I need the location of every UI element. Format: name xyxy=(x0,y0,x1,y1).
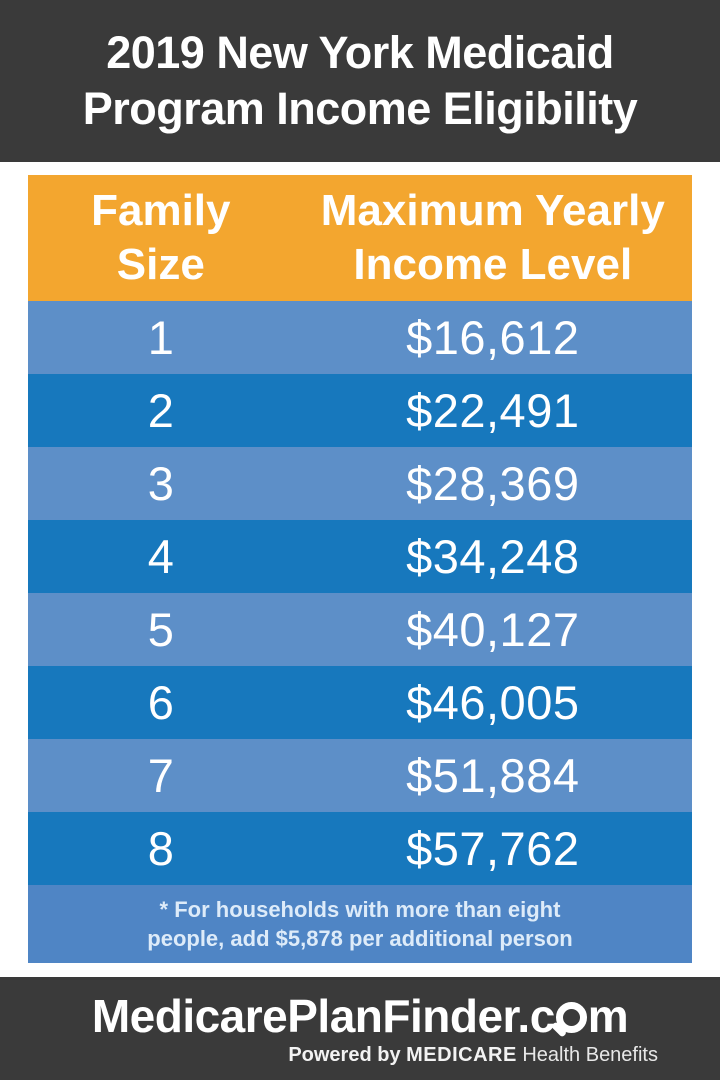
divider-bottom xyxy=(0,963,720,977)
income-cell: $16,612 xyxy=(406,311,580,364)
income-cell: $46,005 xyxy=(406,676,580,729)
income-cell: $34,248 xyxy=(406,530,580,583)
family-size-cell: 7 xyxy=(147,749,174,802)
income-cell: $51,884 xyxy=(406,749,580,802)
family-size-cell: 6 xyxy=(147,676,174,729)
table-row: 6 $46,005 xyxy=(28,666,692,739)
family-size-cell: 2 xyxy=(147,384,174,437)
income-cell: $40,127 xyxy=(406,603,580,656)
table-row: 7 $51,884 xyxy=(28,739,692,812)
table-row: 3 $28,369 xyxy=(28,447,692,520)
brand-logo-text-suffix: m xyxy=(587,989,629,1042)
footer-banner: MedicarePlanFinder.c m Powered by MEDICAR… xyxy=(0,977,720,1080)
table-row: 8 $57,762 xyxy=(28,812,692,885)
page-title-line-2: Program Income Eligibility xyxy=(82,83,638,134)
table-row: 2 $22,491 xyxy=(28,374,692,447)
brand-logo: MedicarePlanFinder.c m xyxy=(91,989,629,1042)
income-cell: $22,491 xyxy=(406,384,580,437)
footnote-line-2: people, add $5,878 per additional person xyxy=(147,926,573,951)
tagline-medicare: MEDICARE xyxy=(406,1043,517,1066)
family-size-cell: 8 xyxy=(147,822,174,875)
table-row: 5 $40,127 xyxy=(28,593,692,666)
divider-top xyxy=(0,162,720,175)
table-row: 4 $34,248 xyxy=(28,520,692,593)
column-header-income-level: Maximum Yearly Income Level xyxy=(320,186,665,289)
footnote-line-1: * For households with more than eight xyxy=(159,897,561,922)
tagline-powered-by: Powered by xyxy=(288,1043,407,1066)
title-banner: 2019 New York Medicaid Program Income El… xyxy=(0,0,720,162)
family-size-cell: 1 xyxy=(147,311,174,364)
income-cell: $28,369 xyxy=(406,457,580,510)
eligibility-table: Family Size Maximum Yearly Income Level … xyxy=(28,175,692,963)
table-footnote: * For households with more than eight pe… xyxy=(28,885,692,963)
family-size-cell: 3 xyxy=(147,457,174,510)
table-row: 1 $16,612 xyxy=(28,301,692,374)
family-size-cell: 5 xyxy=(147,603,174,656)
magnifier-icon xyxy=(555,1001,587,1033)
family-size-cell: 4 xyxy=(147,530,174,583)
page-title-line-1: 2019 New York Medicaid xyxy=(106,27,614,78)
table-header-row: Family Size Maximum Yearly Income Level xyxy=(28,175,692,301)
income-cell: $57,762 xyxy=(406,822,580,875)
footer-tagline: Powered by MEDICARE Health Benefits xyxy=(0,1042,720,1068)
brand-logo-text-prefix: MedicarePlanFinder.c xyxy=(91,989,555,1042)
tagline-health-benefits: Health Benefits xyxy=(516,1043,658,1066)
column-header-family-size: Family Size xyxy=(91,186,231,289)
